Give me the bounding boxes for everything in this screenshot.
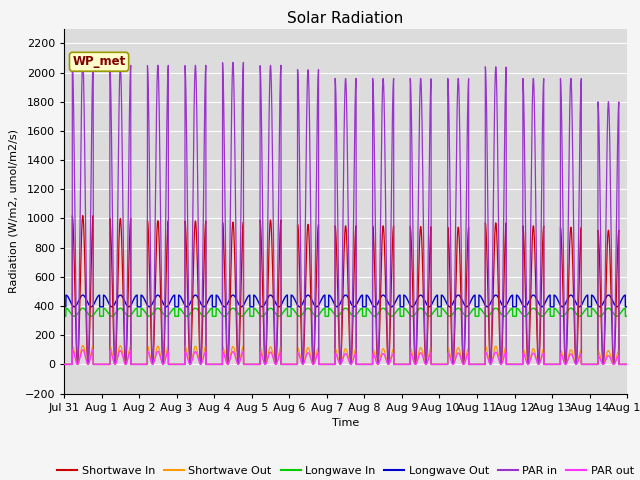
Title: Solar Radiation: Solar Radiation bbox=[287, 11, 404, 26]
Text: WP_met: WP_met bbox=[72, 55, 125, 68]
X-axis label: Time: Time bbox=[332, 418, 359, 428]
Y-axis label: Radiation (W/m2, umol/m2/s): Radiation (W/m2, umol/m2/s) bbox=[9, 129, 19, 293]
Legend: Shortwave In, Shortwave Out, Longwave In, Longwave Out, PAR in, PAR out: Shortwave In, Shortwave Out, Longwave In… bbox=[53, 461, 638, 480]
